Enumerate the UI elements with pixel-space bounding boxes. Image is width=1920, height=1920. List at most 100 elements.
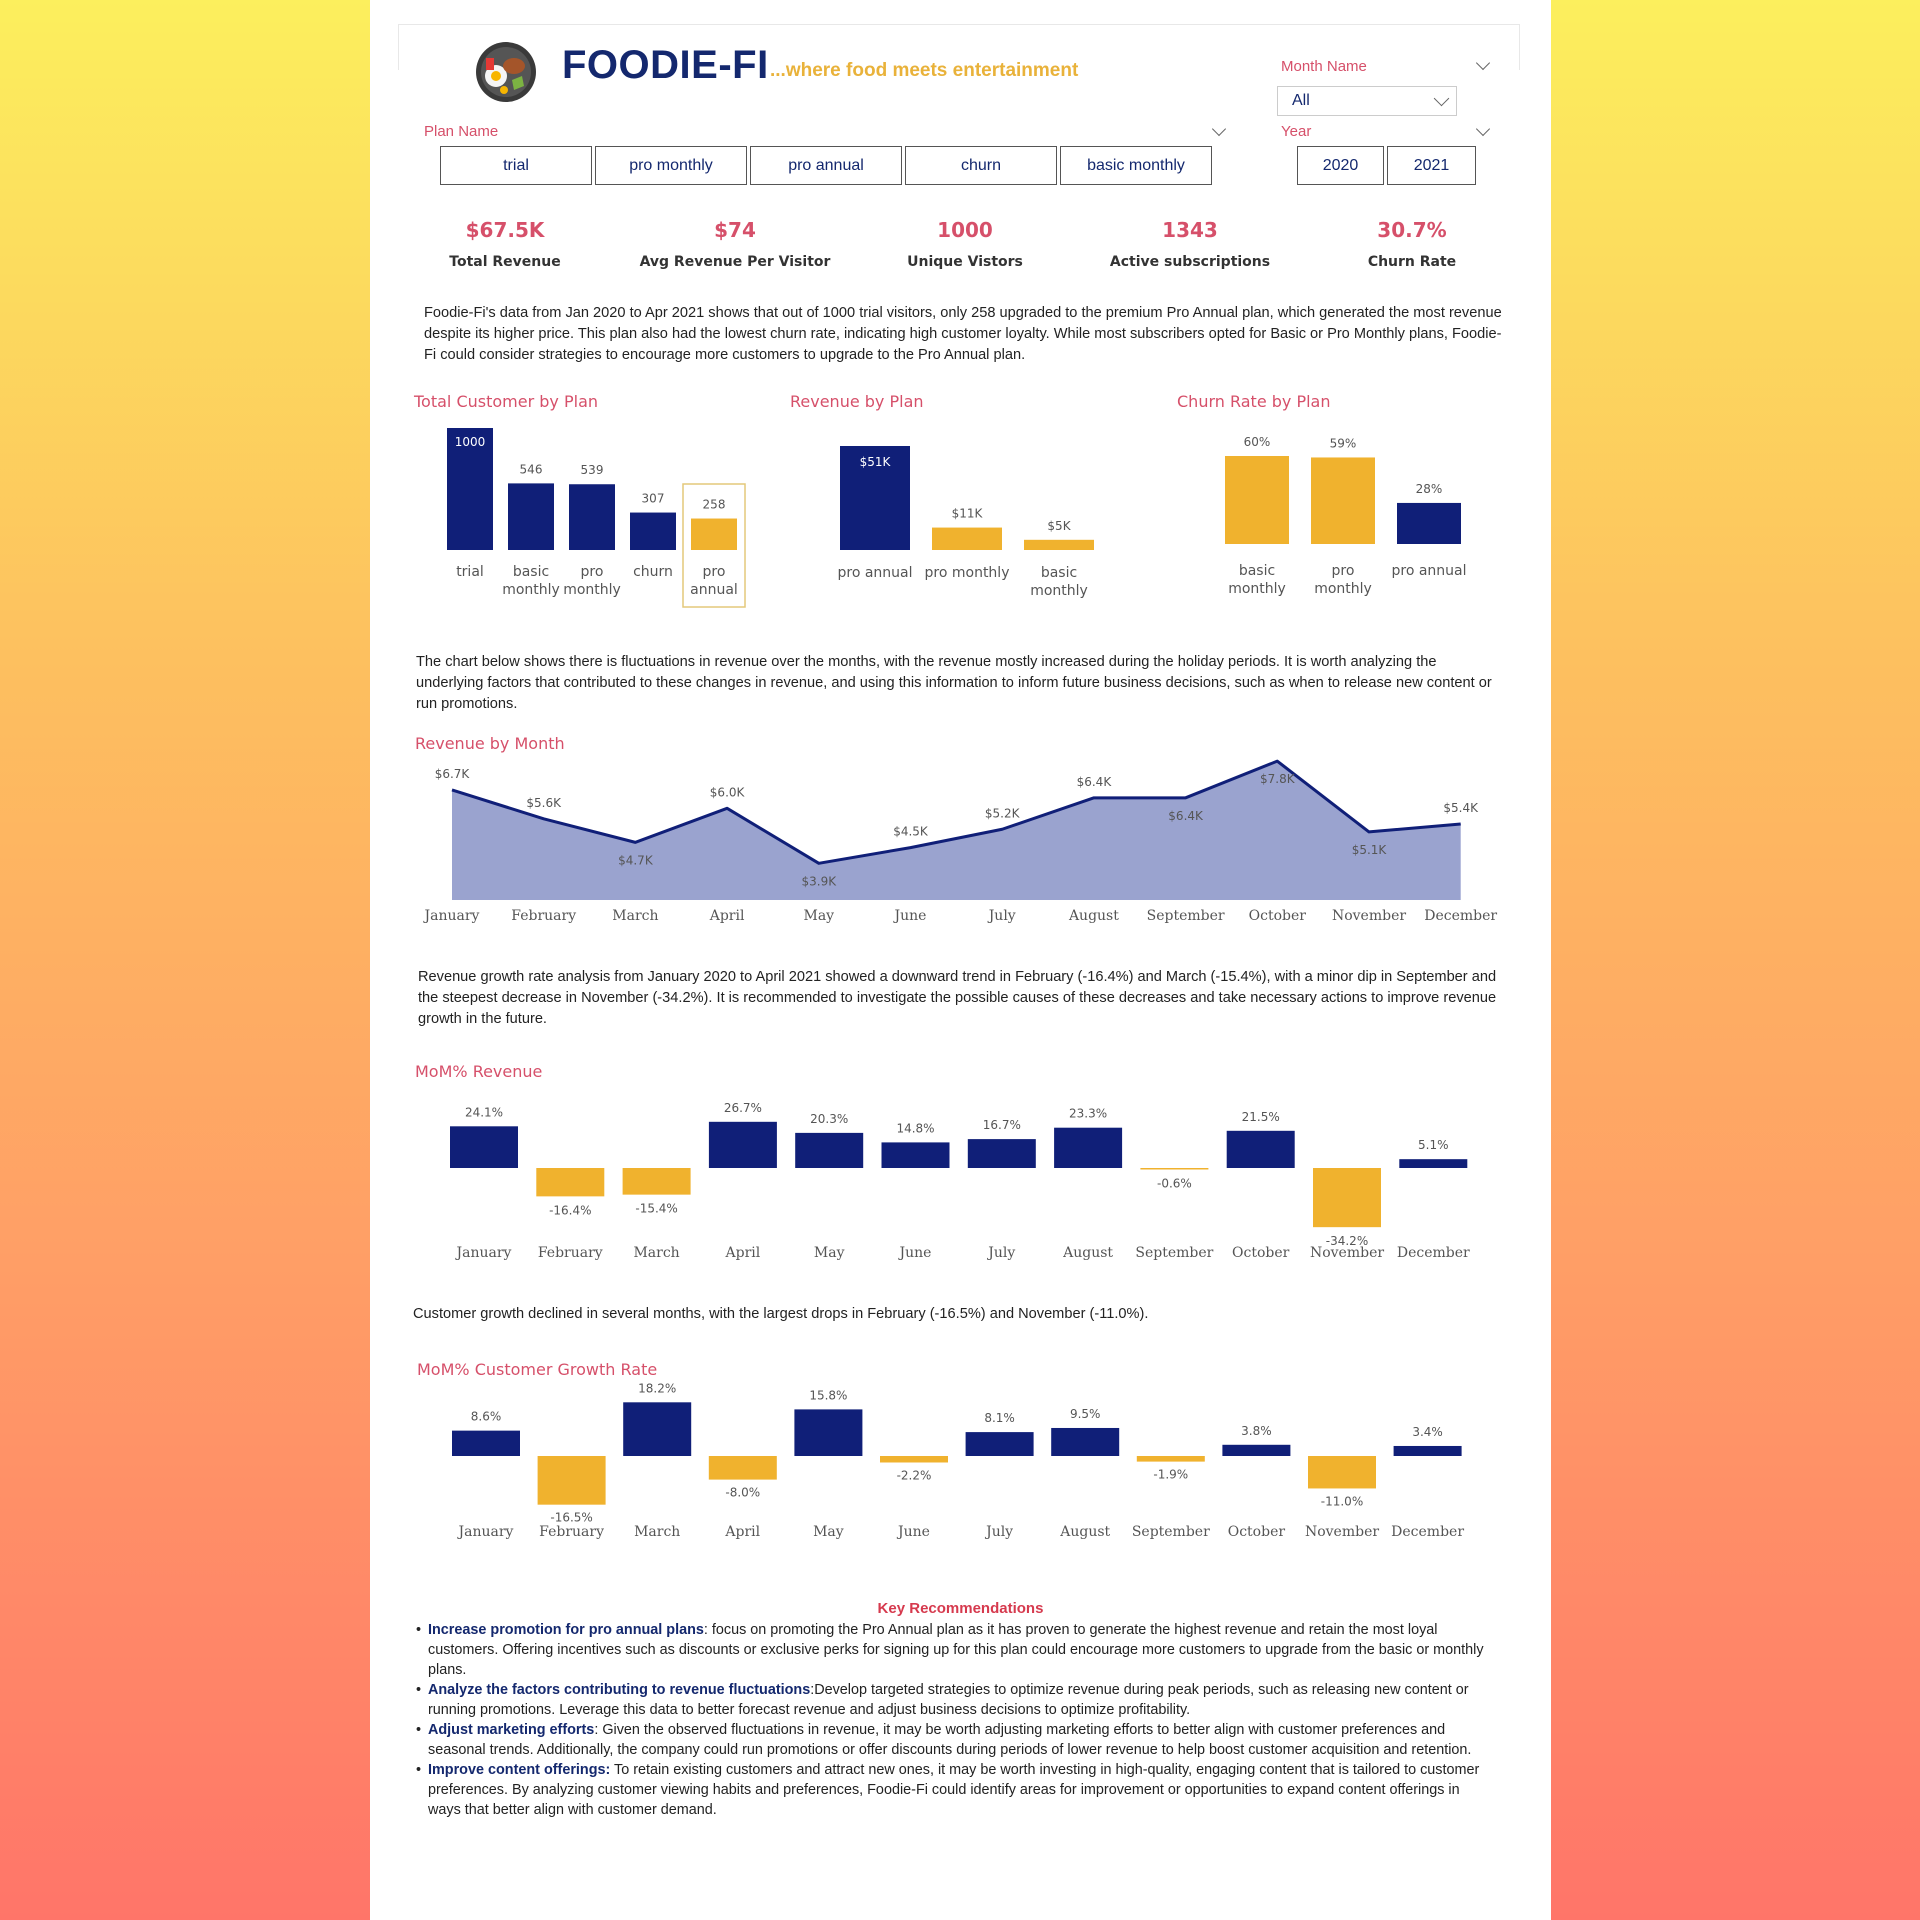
report-page: FOODIE-FI ...where food meets entertainm…: [370, 0, 1551, 1920]
kpi-avg-revenue-value: $74: [714, 218, 756, 242]
data-label: 20.3%: [810, 1112, 848, 1126]
list-item: Increase promotion for pro annual plans:…: [416, 1620, 1486, 1680]
bar: [794, 1409, 863, 1456]
revenue-month-text: The chart below shows there is fluctuati…: [416, 654, 1492, 712]
data-label: 28%: [1416, 482, 1443, 496]
data-label: 3.8%: [1241, 1424, 1272, 1438]
month-filter-label: Month Name: [1281, 58, 1367, 75]
tick-label: May: [814, 1245, 845, 1261]
data-label: 258: [703, 498, 726, 512]
plan-chip-basic-monthly[interactable]: basic monthly: [1060, 146, 1212, 185]
food-platter-icon: [476, 42, 536, 102]
bar: [840, 446, 910, 550]
tick-label: August: [1059, 1524, 1110, 1540]
tick-label: July: [984, 1524, 1013, 1540]
data-label: $11K: [952, 507, 984, 521]
year-filter-label: Year: [1281, 123, 1312, 140]
kpi-total-revenue-label: Total Revenue: [449, 254, 561, 270]
month-select-value: All: [1292, 92, 1310, 109]
rec-head: Increase promotion for pro annual plans: [428, 1622, 704, 1638]
kpi-unique-visitors-label: Unique Vistors: [907, 254, 1023, 270]
kpi-churn-rate-label: Churn Rate: [1367, 254, 1457, 270]
data-label: -16.4%: [549, 1203, 591, 1217]
tick-label: October: [1232, 1245, 1290, 1261]
data-label: 5.1%: [1418, 1138, 1449, 1152]
tick-label: pro annual: [1391, 563, 1466, 579]
tick-label: December: [1424, 908, 1497, 924]
data-label: 9.5%: [1070, 1407, 1101, 1421]
plan-chip-pro-annual[interactable]: pro annual: [750, 146, 902, 185]
data-label: 24.1%: [465, 1105, 503, 1119]
kpi-unique-visitors-value: 1000: [937, 218, 993, 242]
data-label: $6.4K: [1077, 775, 1113, 789]
data-label: $3.9K: [802, 874, 838, 888]
tick-label: monthly: [1228, 581, 1286, 597]
tick-label: churn: [633, 564, 673, 580]
header-frame: [398, 24, 1520, 70]
month-select[interactable]: All: [1277, 86, 1457, 116]
bar: [1308, 1456, 1376, 1489]
tick-label: March: [612, 908, 658, 924]
plan-chip-pro-monthly[interactable]: pro monthly: [595, 146, 747, 185]
data-label: 18.2%: [638, 1381, 676, 1395]
tick-label: February: [539, 1524, 604, 1540]
data-label: 14.8%: [896, 1121, 934, 1135]
intro-text: Foodie-Fi's data from Jan 2020 to Apr 20…: [424, 305, 1502, 363]
tick-label: monthly: [563, 582, 621, 598]
data-label: 16.7%: [983, 1118, 1021, 1132]
rec-head: Adjust marketing efforts: [428, 1722, 595, 1738]
data-label: 60%: [1244, 435, 1271, 449]
year-chip-2020[interactable]: 2020: [1297, 146, 1384, 185]
tick-label: October: [1228, 1524, 1286, 1540]
tick-label: January: [455, 1245, 512, 1261]
bar: [447, 428, 493, 550]
bar: [1222, 1444, 1291, 1456]
brand-tagline: ...where food meets entertainment: [770, 60, 1079, 81]
year-chip-2021[interactable]: 2021: [1387, 146, 1476, 185]
tick-label: basic: [1041, 565, 1077, 581]
data-label: 26.7%: [724, 1101, 762, 1115]
plan-chip-trial[interactable]: trial: [440, 146, 592, 185]
tick-label: February: [511, 908, 576, 924]
plan-filter-label: Plan Name: [424, 123, 499, 140]
data-label: -0.6%: [1157, 1177, 1192, 1191]
bar: [708, 1121, 777, 1168]
tick-label: pro monthly: [925, 565, 1010, 581]
kpi-active-subscriptions-label: Active subscriptions: [1109, 254, 1271, 270]
tick-label: June: [898, 1245, 932, 1261]
tick-label: pro: [703, 564, 726, 580]
data-label: $5.1K: [1352, 843, 1388, 857]
tick-label: February: [538, 1245, 603, 1261]
rec-body: : focus on promoting the Pro Annual plan…: [428, 1622, 1484, 1678]
recommendations-title: Key Recommendations: [877, 1600, 1044, 1617]
bar: [708, 1456, 777, 1480]
bar: [967, 1139, 1036, 1168]
data-label: 8.1%: [984, 1411, 1015, 1425]
tick-label: May: [813, 1524, 844, 1540]
tick-label: March: [634, 1524, 680, 1540]
bar: [1393, 1445, 1462, 1456]
plan-chip-churn[interactable]: churn: [905, 146, 1057, 185]
list-item: Analyze the factors contributing to reve…: [416, 1680, 1486, 1720]
data-label: 539: [581, 463, 604, 477]
tick-label: monthly: [1030, 583, 1088, 599]
recommendations-list: Increase promotion for pro annual plans:…: [416, 1620, 1486, 1820]
data-label: $4.5K: [893, 825, 929, 839]
tick-label: August: [1062, 1245, 1113, 1261]
bar: [1136, 1456, 1205, 1462]
tick-label: June: [896, 1524, 930, 1540]
bar: [881, 1142, 950, 1168]
data-label: -11.0%: [1321, 1494, 1363, 1508]
bar: [1226, 1130, 1295, 1168]
tick-label: April: [709, 908, 745, 924]
bar: [1311, 457, 1375, 544]
bar: [880, 1456, 948, 1463]
bar: [691, 518, 737, 550]
kpi-active-subscriptions-value: 1343: [1162, 218, 1218, 242]
list-item: Adjust marketing efforts: Given the obse…: [416, 1720, 1486, 1760]
data-label: -2.2%: [897, 1468, 932, 1482]
data-label: 546: [520, 462, 543, 476]
chart-title-revenue-plan: Revenue by Plan: [790, 392, 924, 411]
kpi-avg-revenue-label: Avg Revenue Per Visitor: [639, 254, 831, 270]
tick-label: September: [1135, 1245, 1213, 1261]
